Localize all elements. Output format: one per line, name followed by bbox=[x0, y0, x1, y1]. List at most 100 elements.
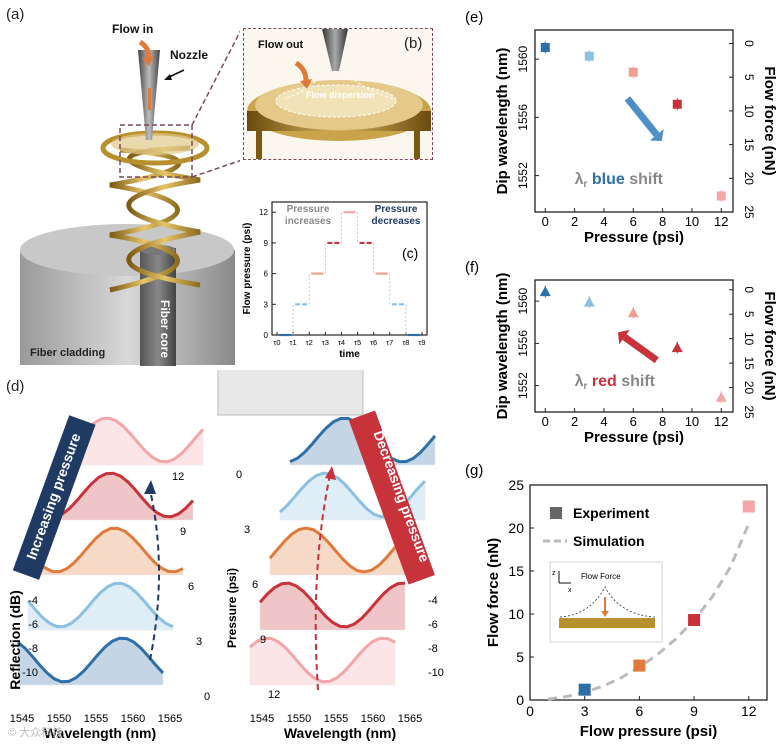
chart-e-ytick-label: 1552 bbox=[516, 162, 530, 189]
panel-d-spectrum-curve bbox=[258, 581, 406, 629]
chart-g-ytick-label: 5 bbox=[516, 649, 524, 665]
chart-c-ytick-label: 0 bbox=[264, 331, 269, 340]
chart-c-xtick-label: τ9 bbox=[418, 338, 425, 347]
panel-d-left-refl-tick: -10 bbox=[22, 667, 38, 679]
panel-d-left-wl-tick: 1545 bbox=[10, 713, 34, 725]
chart-c-ytick-label: 3 bbox=[264, 300, 269, 309]
panel-d-spectrum-curve bbox=[26, 581, 174, 629]
chart-f-xlabel: Pressure (psi) bbox=[584, 429, 684, 446]
chart-f-y2tick-label: 20 bbox=[742, 381, 756, 395]
chart-f-y2tick-label: 25 bbox=[742, 405, 756, 419]
chart-c-xtick-label: τ7 bbox=[386, 338, 393, 347]
chart-g-xtick-label: 9 bbox=[690, 703, 698, 719]
panel-d-back-wall bbox=[217, 314, 364, 416]
chart-e-y2tick-label: 15 bbox=[742, 138, 756, 152]
panel-d-left-pressure-tick: 6 bbox=[188, 581, 194, 593]
chart-g-inset-z: z bbox=[552, 570, 556, 577]
chart-f-xtick-label: 0 bbox=[542, 414, 549, 429]
panel-d-spectrum-curve bbox=[17, 636, 165, 684]
chart-g-experiment-point bbox=[578, 683, 591, 696]
nozzle-b bbox=[322, 29, 348, 71]
chart-f-letter: (f) bbox=[465, 259, 479, 276]
panel-d-right-refl-tick: -10 bbox=[428, 667, 444, 679]
panel-a-letter: (a) bbox=[6, 6, 25, 23]
flow-dispersion-label: Flow dispersion bbox=[306, 90, 375, 100]
chart-g-inset-flow-profile bbox=[559, 586, 656, 618]
panel-d-left-trend-arrowhead bbox=[144, 480, 156, 494]
panel-d-right-pressure-tick: 0 bbox=[236, 469, 242, 481]
panel-d-right-pressure-tick: 6 bbox=[252, 579, 258, 591]
panel-d-right-banner-bg bbox=[348, 410, 435, 585]
chart-f-ytick-label: 1552 bbox=[516, 372, 530, 399]
chart-f-point bbox=[539, 286, 551, 297]
chart-g-xtick-label: 6 bbox=[635, 703, 643, 719]
panel-d-left-wl-label: Wavelength (nm) bbox=[44, 725, 156, 741]
chart-g-letter: (g) bbox=[465, 462, 483, 479]
panel-a-illustration bbox=[20, 27, 243, 366]
chart-g-experiment-point bbox=[742, 500, 755, 513]
chart-g-experiment-point bbox=[688, 614, 701, 627]
panel-d-pressure-label: Pressure (psi) bbox=[225, 568, 239, 648]
chart-f-ylabel: Dip wavelength (nm) bbox=[494, 273, 511, 420]
chart-e-y2tick-label: 5 bbox=[742, 74, 756, 81]
panel-d-spectrum-curve bbox=[47, 471, 195, 519]
flow-in-arrow-icon bbox=[138, 39, 151, 59]
panel-d-right-trend-arrowhead bbox=[325, 466, 336, 480]
chart-e-shift-arrow bbox=[624, 96, 660, 138]
chart-c-ylabel: Flow pressure (psi) bbox=[242, 223, 253, 315]
panel-d-right-wl-label: Wavelength (nm) bbox=[284, 725, 396, 741]
panel-d-right-wl-tick: 1545 bbox=[250, 713, 274, 725]
panel-d-waterfall: Increasing pressure Decreasing pressure15… bbox=[7, 314, 596, 741]
panel-d-right-refl-tick: -8 bbox=[428, 643, 438, 655]
panel-d-right-wl-tick: 1550 bbox=[287, 713, 311, 725]
chart-c-xtick-label: τ6 bbox=[370, 338, 377, 347]
chart-f-xtick-label: 2 bbox=[571, 414, 578, 429]
panel-d-right-refl-tick: -6 bbox=[428, 619, 438, 631]
chart-e-letter: (e) bbox=[465, 9, 483, 26]
chart-f-shift-arrow bbox=[622, 334, 659, 364]
chart-f-point bbox=[671, 342, 683, 353]
chart-f-shift-arrowhead bbox=[617, 329, 630, 345]
panel-d-right-wl-tick: 1555 bbox=[324, 713, 348, 725]
chart-e-y2tick-label: 20 bbox=[742, 172, 756, 186]
chart-g-ytick-label: 0 bbox=[516, 692, 524, 708]
chart-c-annot-decrease-2: decreases bbox=[372, 216, 421, 227]
panel-d-right-wl-tick: 1560 bbox=[361, 713, 385, 725]
panel-d-right-refl-tick: -4 bbox=[428, 595, 438, 607]
chart-g-ytick-label: 15 bbox=[508, 563, 524, 579]
panel-d-left-wl-tick: 1565 bbox=[158, 713, 182, 725]
chart-f-y2tick-label: 15 bbox=[742, 356, 756, 370]
panel-d-left-wl-tick: 1560 bbox=[121, 713, 145, 725]
chart-e-xtick-label: 2 bbox=[571, 214, 578, 229]
chart-e-frame bbox=[534, 29, 734, 213]
chart-c-xlabel: time bbox=[339, 349, 360, 360]
chart-g-inset-title: Flow Force bbox=[581, 572, 621, 581]
panel-d-left-pressure-tick: 9 bbox=[180, 526, 186, 538]
chart-f-xtick-label: 8 bbox=[659, 414, 666, 429]
panel-b-illustration bbox=[247, 29, 431, 159]
chart-e-y2tick-label: 10 bbox=[742, 104, 756, 118]
panel-d-right-trend-arrow bbox=[314, 474, 331, 691]
panel-g-chart: 0 3 6 9 12 0 5 10 15 20 25 Flow pressure (psi) Flow … bbox=[465, 462, 768, 740]
watermark: © 大众科技 bbox=[8, 727, 64, 739]
panel-e-chart: 0 2 4 6 8 10 12 1552 1556 1560 0 5 10 15 20 25 Pressure … bbox=[465, 9, 778, 246]
panel-d-left-trend-arrow bbox=[149, 489, 160, 661]
chart-e-y2label: Flow force (nN) bbox=[761, 66, 778, 175]
chart-f-ytick-label: 1560 bbox=[516, 287, 530, 314]
chart-g-xtick-label: 3 bbox=[581, 703, 589, 719]
chart-f-point bbox=[627, 307, 639, 318]
fiber-core-label: Fiber core bbox=[158, 300, 172, 359]
chart-c-ytick-label: 12 bbox=[259, 208, 268, 217]
chart-c-xtick-label: τ8 bbox=[402, 338, 409, 347]
panel-d: Increasing pressure Decreasing pressure 15… bbox=[0, 314, 596, 747]
chart-e-point bbox=[628, 67, 638, 77]
panel-f-chart: 0 2 4 6 8 10 12 1552 1556 1560 0 5 10 15 20 25 Pressure … bbox=[465, 259, 778, 446]
panel-d-spectrum-curve bbox=[249, 636, 396, 684]
chart-e-ylabel: Dip wavelength (nm) bbox=[494, 48, 511, 195]
panel-d-left-refl-tick: -6 bbox=[28, 619, 38, 631]
chart-e-shift-label: λr blue shift bbox=[575, 171, 664, 190]
panel-d-left-pressure-tick: 3 bbox=[196, 636, 202, 648]
panel-d-right-pressure-tick: 9 bbox=[260, 634, 266, 646]
panel-b-letter: (b) bbox=[404, 35, 423, 52]
chart-g-ytick-label: 10 bbox=[508, 606, 524, 622]
